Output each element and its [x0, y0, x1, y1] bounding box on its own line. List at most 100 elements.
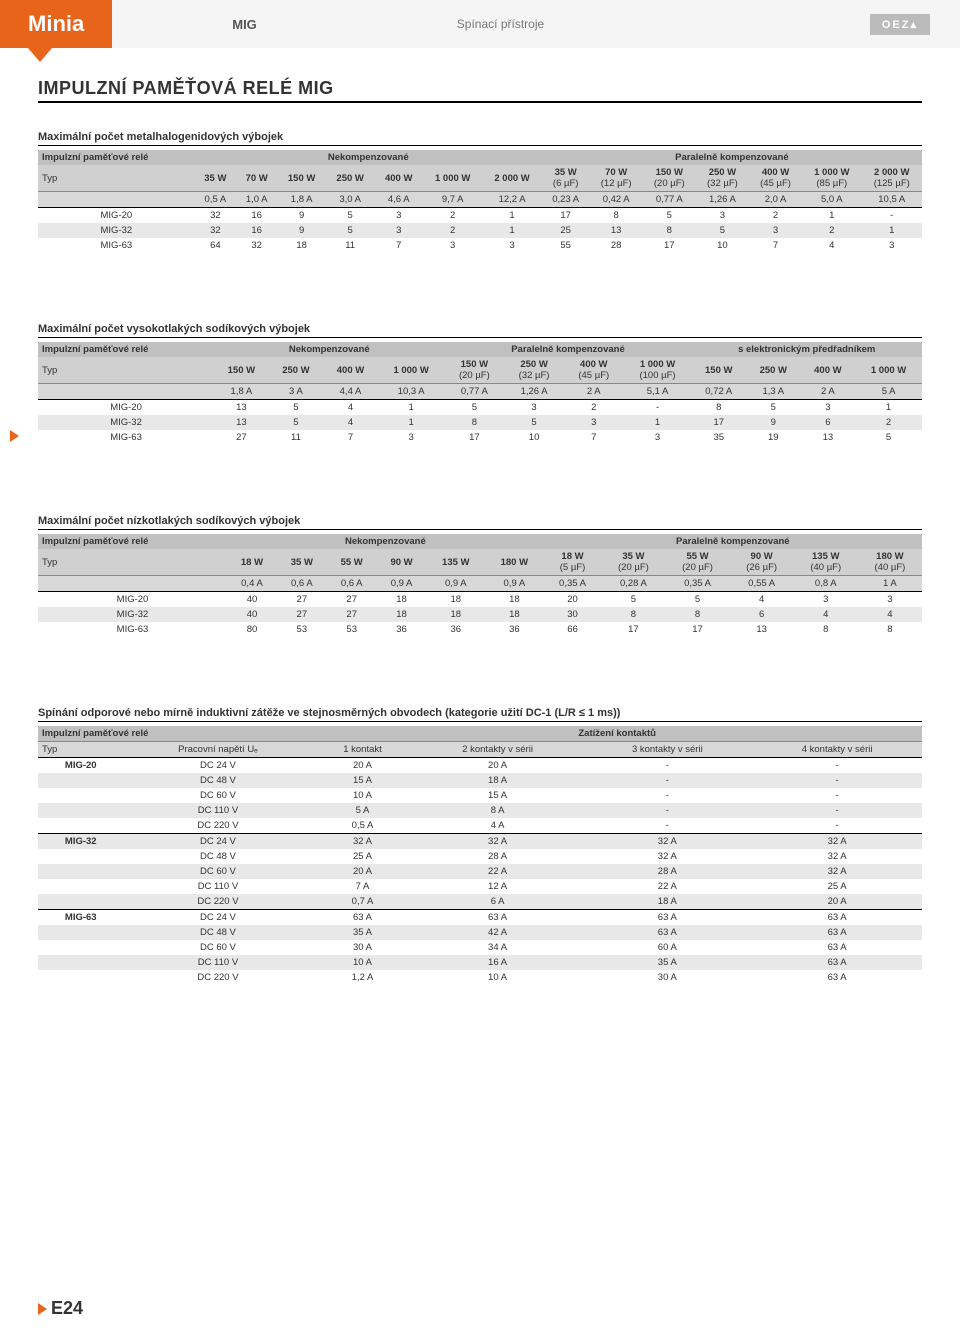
cell: s elektronickým předřadníkem [691, 342, 922, 357]
cell: - [752, 758, 922, 774]
cell: 18 W [227, 549, 277, 576]
cell: 19 [746, 430, 801, 445]
cell: 150 W [277, 165, 326, 192]
cell: 150 W [214, 357, 269, 384]
cell: DC 220 V [124, 894, 313, 910]
cell: - [752, 818, 922, 834]
cell: 150 W(20 µF) [445, 357, 505, 384]
cell: Impulzní paměťové relé [38, 150, 195, 165]
cell: 2 [423, 208, 482, 224]
cell: MIG-63 [38, 910, 124, 926]
cell: 18 [277, 238, 326, 253]
cell: 3 [801, 400, 856, 416]
cell: 63 A [582, 925, 752, 940]
cell: 1,8 A [214, 384, 269, 400]
cell: 4 [802, 238, 861, 253]
cell: DC 60 V [124, 864, 313, 879]
cell: DC 48 V [124, 849, 313, 864]
cell: 9,7 A [423, 192, 482, 208]
cell: 0,35 A [665, 576, 729, 592]
cell: 1,26 A [504, 384, 564, 400]
cell: 40 [227, 592, 277, 608]
cell: 55 [542, 238, 590, 253]
cell: 0,6 A [277, 576, 327, 592]
cell: 0,35 A [544, 576, 602, 592]
cell: MIG-20 [38, 758, 124, 774]
cell: 63 A [582, 910, 752, 926]
table-dc-switching: Impulzní paměťové reléZatížení kontaktůT… [38, 726, 922, 985]
cell: 1 kontakt [312, 742, 412, 758]
cell: Typ [38, 165, 195, 192]
cell: 16 [236, 208, 277, 224]
cell: 10 A [312, 955, 412, 970]
cell: 32 A [752, 849, 922, 864]
cell: 135 W(40 µF) [794, 549, 858, 576]
cell: 35 [691, 430, 746, 445]
cell: DC 24 V [124, 910, 313, 926]
cell: 250 W [746, 357, 801, 384]
cell: 17 [542, 208, 590, 224]
cell: 0,72 A [691, 384, 746, 400]
cell: 25 A [752, 879, 922, 894]
cell: 2 kontakty v sérii [413, 742, 583, 758]
cell: 63 A [752, 940, 922, 955]
cell: 2 A [801, 384, 856, 400]
cell: 4 [794, 607, 858, 622]
cell: 42 A [413, 925, 583, 940]
cell: MIG-32 [38, 607, 227, 622]
cell: 2 [749, 208, 802, 224]
cell: - [752, 773, 922, 788]
cell: 27 [327, 607, 377, 622]
cell: 5 [326, 223, 375, 238]
cell: 8 [858, 622, 922, 637]
cell: 1 [855, 400, 922, 416]
cell: MIG-20 [38, 208, 195, 224]
cell: MIG-63 [38, 238, 195, 253]
cell: 5 [746, 400, 801, 416]
cell: Paralelně kompenzované [544, 534, 922, 549]
cell: 2 [802, 223, 861, 238]
cell: 5 [643, 208, 696, 224]
cell: 135 W [426, 549, 485, 576]
cell: 32 A [582, 834, 752, 850]
cell: 16 A [413, 955, 583, 970]
cell: 5 [269, 415, 324, 430]
cell [38, 970, 124, 985]
cell [38, 894, 124, 910]
cell [38, 192, 195, 208]
cell: 32 A [752, 834, 922, 850]
table4-title: Spínání odporové nebo mírně induktivní z… [38, 707, 922, 722]
cell: 2 A [564, 384, 624, 400]
header-subtitle: Spínací přístroje [457, 17, 544, 31]
cell: 7 [749, 238, 802, 253]
cell: 32 A [413, 834, 583, 850]
cell: 3 [482, 238, 541, 253]
cell: 4 [323, 400, 378, 416]
cell: 36 [377, 622, 427, 637]
cell: 15 A [413, 788, 583, 803]
cell: 0,9 A [377, 576, 427, 592]
cell: 60 A [582, 940, 752, 955]
cell [38, 773, 124, 788]
cell: 27 [327, 592, 377, 608]
company-logo: OEZ▴ [870, 14, 930, 35]
cell: 5,1 A [624, 384, 692, 400]
table3-title: Maximální počet nízkotlakých sodíkových … [38, 515, 922, 530]
cell: 90 W(26 µF) [730, 549, 794, 576]
cell: 35 A [582, 955, 752, 970]
cell: 17 [445, 430, 505, 445]
cell: DC 110 V [124, 803, 313, 818]
cell: 150 W(20 µF) [643, 165, 696, 192]
cell: 8 A [413, 803, 583, 818]
cell: 2 [855, 415, 922, 430]
cell: 5 A [312, 803, 412, 818]
cell: 4,4 A [323, 384, 378, 400]
cell: 10 [504, 430, 564, 445]
table-high-pressure-sodium: Impulzní paměťové reléNekompenzovanéPara… [38, 342, 922, 445]
cell: DC 110 V [124, 955, 313, 970]
cell: Nekompenzované [195, 150, 542, 165]
cell: 3 [504, 400, 564, 416]
cell: 0,5 A [312, 818, 412, 834]
cell: 90 W [377, 549, 427, 576]
cell: 5 [269, 400, 324, 416]
